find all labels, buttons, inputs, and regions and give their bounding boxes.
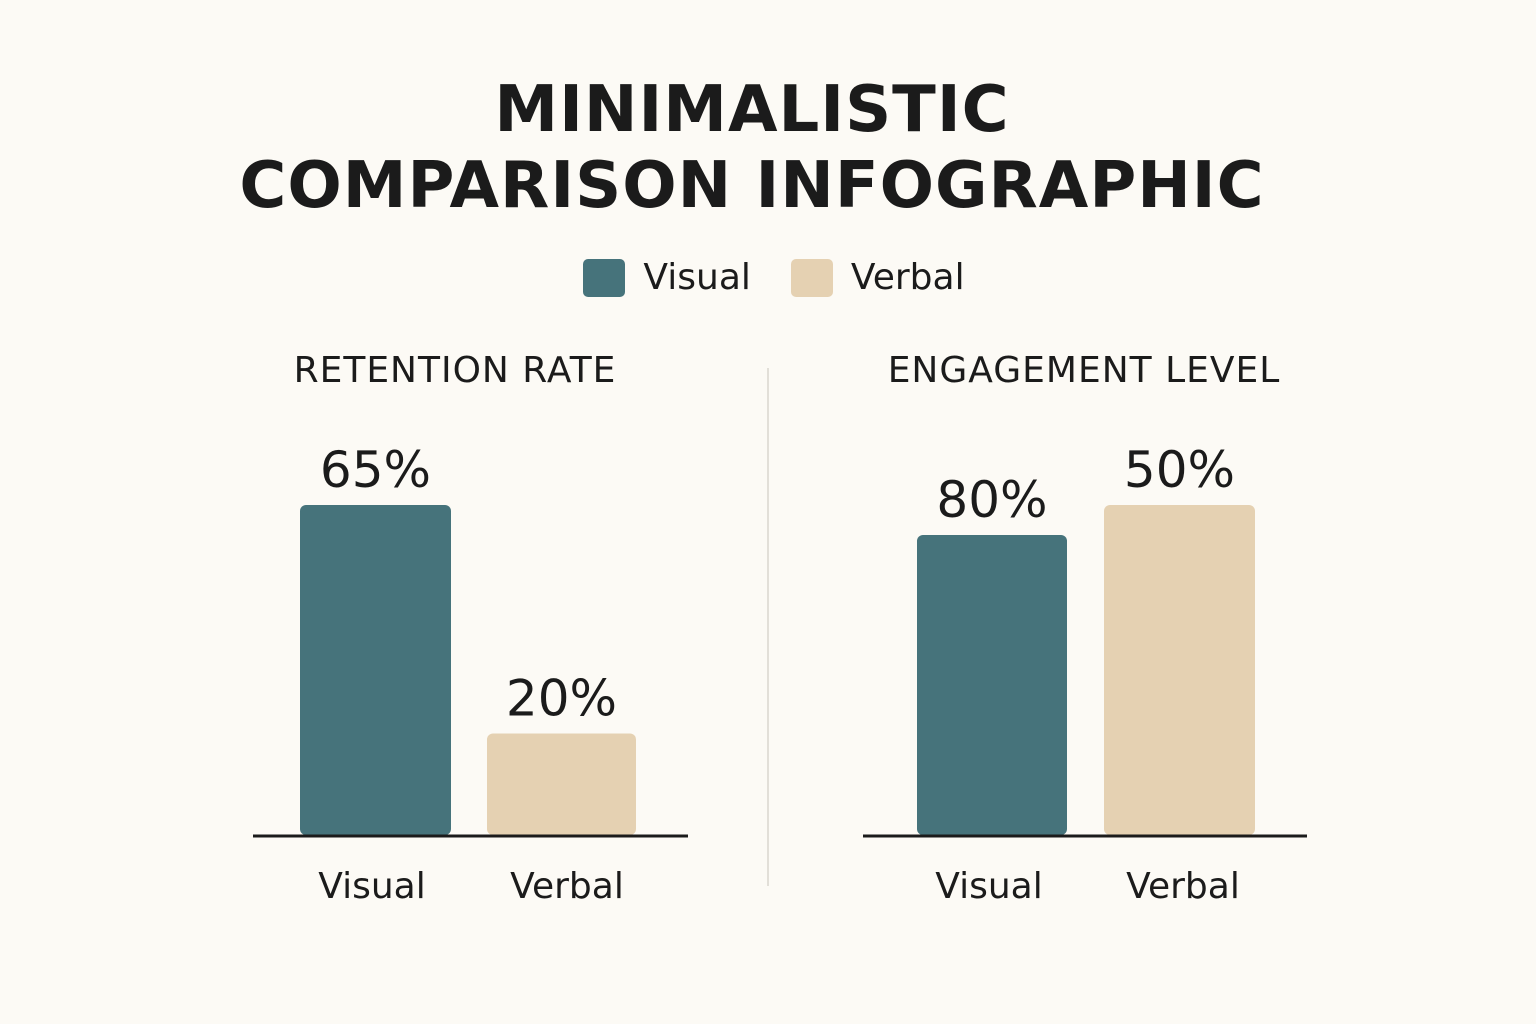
chart-engagement-level: ENGAGEMENT LEVEL 80% 50% Visual Verbal xyxy=(863,350,1307,907)
legend-swatch-visual xyxy=(583,258,626,297)
category-label-retention-visual: Visual xyxy=(318,866,425,907)
bar-retention-visual xyxy=(300,505,451,835)
legend-swatch-verbal xyxy=(790,258,833,297)
legend-label-visual: Visual xyxy=(643,257,751,298)
chart-title-retention: RETENTION RATE xyxy=(294,350,617,391)
value-label-engagement-visual: 80% xyxy=(936,471,1047,529)
bar-engagement-verbal xyxy=(1104,505,1255,835)
value-label-retention-visual: 65% xyxy=(320,441,431,499)
bars-engagement: 80% 50% xyxy=(917,441,1255,835)
bars-retention: 65% 20% xyxy=(300,441,636,835)
bar-retention-verbal xyxy=(487,733,636,835)
legend-label-verbal: Verbal xyxy=(850,257,965,298)
title-line-2: COMPARISON INFOGRAPHIC xyxy=(239,149,1265,223)
chart-title-engagement: ENGAGEMENT LEVEL xyxy=(888,350,1281,391)
value-label-engagement-verbal: 50% xyxy=(1124,441,1235,499)
legend-item-verbal: Verbal xyxy=(790,257,965,298)
category-label-engagement-visual: Visual xyxy=(935,866,1042,907)
legend-item-visual: Visual xyxy=(583,257,751,298)
panel-divider xyxy=(767,368,769,886)
legend: Visual Verbal xyxy=(0,257,1536,298)
category-label-retention-verbal: Verbal xyxy=(510,866,624,907)
value-label-retention-verbal: 20% xyxy=(506,669,617,727)
chart-retention-rate: RETENTION RATE 65% 20% Visual Verbal xyxy=(253,350,688,907)
title-line-1: MINIMALISTIC xyxy=(494,73,1010,147)
page-title: MINIMALISTIC COMPARISON INFOGRAPHIC xyxy=(0,72,1504,224)
bar-engagement-visual xyxy=(917,535,1067,835)
category-label-engagement-verbal: Verbal xyxy=(1126,866,1240,907)
